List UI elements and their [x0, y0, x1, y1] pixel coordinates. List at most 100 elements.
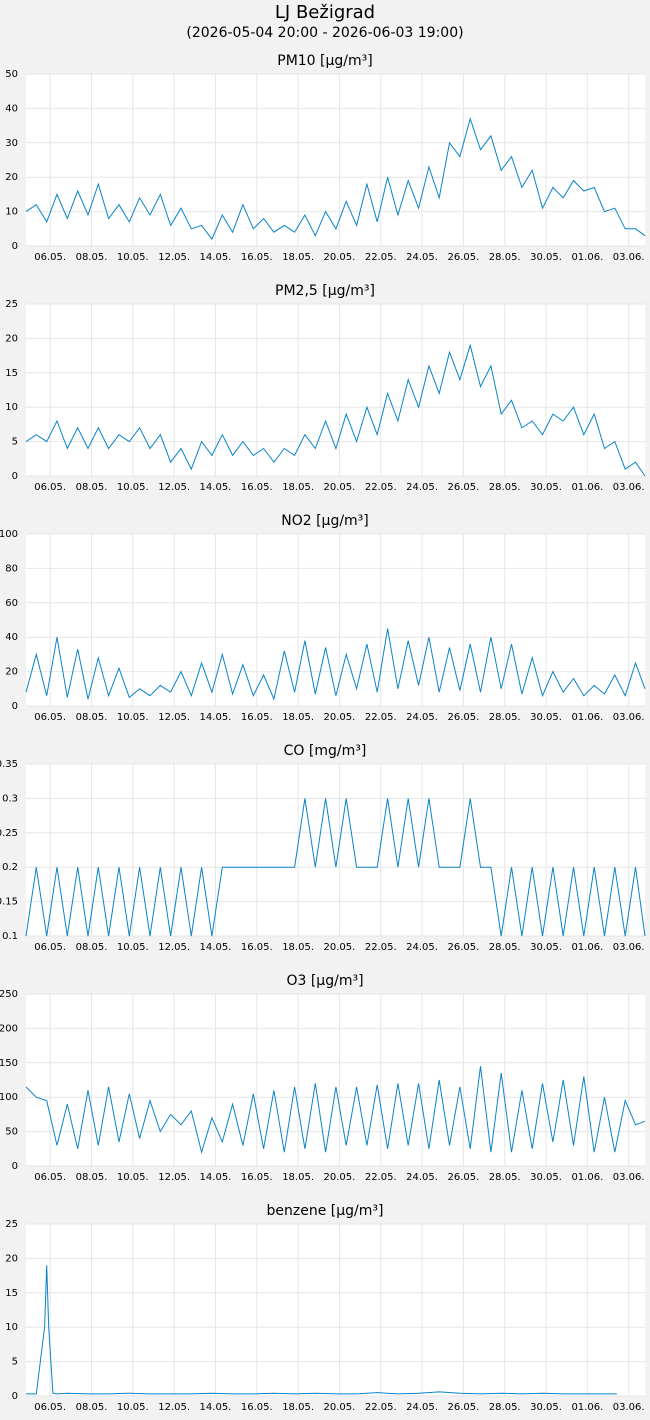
x-tick-label: 08.05. — [76, 942, 108, 953]
y-tick-label: 5 — [12, 437, 18, 448]
x-tick-label: 20.05. — [324, 1172, 356, 1183]
x-tick-label: 10.05. — [117, 252, 149, 263]
x-tick-label: 18.05. — [282, 1402, 314, 1413]
x-tick-label: 30.05. — [530, 1402, 562, 1413]
x-tick-label: 06.05. — [34, 1402, 66, 1413]
x-tick-label: 18.05. — [282, 482, 314, 493]
series-line — [25, 343, 646, 477]
y-tick-label: 10 — [5, 1322, 18, 1333]
y-tick-label: 0.25 — [0, 828, 18, 839]
x-tick-label: 08.05. — [76, 252, 108, 263]
y-tick-label: 50 — [5, 69, 18, 80]
x-tick-label: 20.05. — [324, 942, 356, 953]
x-tick-label: 08.05. — [76, 1402, 108, 1413]
x-tick-label: 16.05. — [241, 712, 273, 723]
x-tick-label: 26.05. — [447, 482, 479, 493]
x-tick-label: 12.05. — [158, 252, 190, 263]
y-tick-label: 5 — [12, 1357, 18, 1368]
x-tick-label: 28.05. — [489, 1172, 521, 1183]
chart-2: NO2 [µg/m³] 0 20 40 60 80 100 06.05. 08.05. 10.05… — [0, 513, 646, 723]
y-tick-label: 50 — [5, 1127, 18, 1138]
chart-title: O3 [µg/m³] — [286, 973, 363, 989]
x-tick-label: 06.05. — [34, 482, 66, 493]
chart-title: CO [mg/m³] — [284, 743, 367, 759]
chart-1: PM2,5 [µg/m³] 0 5 10 15 20 25 06.05. 08.05. 10.05… — [5, 283, 646, 493]
x-tick-label: 03.06. — [613, 1402, 645, 1413]
x-tick-label: 24.05. — [406, 252, 438, 263]
x-tick-label: 14.05. — [200, 1172, 232, 1183]
x-tick-label: 26.05. — [447, 712, 479, 723]
x-tick-label: 18.05. — [282, 712, 314, 723]
plot-area — [26, 764, 645, 936]
chart-0: PM10 [µg/m³] 0 10 20 30 40 50 06.05. 08.05. 10.05… — [5, 53, 646, 263]
y-tick-label: 100 — [0, 529, 18, 540]
x-tick-label: 28.05. — [489, 252, 521, 263]
chart-4: O3 [µg/m³] 0 50 100 150 200 250 06.05. 08.05. 10.… — [0, 973, 646, 1183]
x-tick-label: 22.05. — [365, 942, 397, 953]
x-tick-label: 22.05. — [365, 712, 397, 723]
x-tick-label: 03.06. — [613, 1172, 645, 1183]
x-tick-label: 28.05. — [489, 942, 521, 953]
x-tick-label: 14.05. — [200, 1402, 232, 1413]
x-tick-label: 28.05. — [489, 1402, 521, 1413]
chart-title: PM10 [µg/m³] — [277, 53, 372, 69]
x-tick-label: 22.05. — [365, 252, 397, 263]
y-tick-label: 20 — [5, 1253, 18, 1264]
y-tick-label: 0 — [12, 241, 18, 252]
x-tick-label: 28.05. — [489, 712, 521, 723]
y-tick-label: 0.35 — [0, 759, 18, 770]
plot-area — [26, 304, 645, 476]
x-tick-label: 22.05. — [365, 482, 397, 493]
x-tick-label: 30.05. — [530, 252, 562, 263]
y-tick-label: 0 — [12, 1391, 18, 1402]
y-tick-label: 0.2 — [2, 862, 18, 873]
x-tick-label: 10.05. — [117, 712, 149, 723]
y-tick-label: 15 — [5, 1288, 18, 1299]
y-tick-label: 10 — [5, 207, 18, 218]
x-tick-label: 26.05. — [447, 942, 479, 953]
y-tick-label: 100 — [0, 1092, 18, 1103]
x-tick-label: 20.05. — [324, 252, 356, 263]
x-tick-label: 20.05. — [324, 482, 356, 493]
x-tick-label: 10.05. — [117, 942, 149, 953]
x-tick-label: 08.05. — [76, 712, 108, 723]
x-tick-label: 01.06. — [571, 1402, 603, 1413]
x-tick-label: 22.05. — [365, 1402, 397, 1413]
x-tick-label: 14.05. — [200, 942, 232, 953]
x-tick-label: 12.05. — [158, 482, 190, 493]
x-tick-label: 16.05. — [241, 482, 273, 493]
x-tick-label: 03.06. — [613, 712, 645, 723]
x-tick-label: 14.05. — [200, 712, 232, 723]
series-line — [25, 798, 646, 937]
x-tick-label: 26.05. — [447, 252, 479, 263]
x-tick-label: 06.05. — [34, 252, 66, 263]
x-tick-label: 06.05. — [34, 942, 66, 953]
x-tick-label: 24.05. — [406, 1172, 438, 1183]
series-line — [25, 1066, 646, 1155]
x-tick-label: 06.05. — [34, 712, 66, 723]
series-line — [25, 628, 646, 701]
x-tick-label: 20.05. — [324, 1402, 356, 1413]
chart-title: benzene [µg/m³] — [267, 1203, 384, 1219]
x-tick-label: 22.05. — [365, 1172, 397, 1183]
x-tick-label: 26.05. — [447, 1172, 479, 1183]
page-title: LJ Bežigrad — [274, 2, 376, 23]
x-tick-label: 26.05. — [447, 1402, 479, 1413]
plot-area — [26, 534, 645, 706]
y-tick-label: 40 — [5, 632, 18, 643]
y-tick-label: 30 — [5, 138, 18, 149]
y-tick-label: 80 — [5, 563, 18, 574]
y-tick-label: 60 — [5, 598, 18, 609]
x-tick-label: 30.05. — [530, 712, 562, 723]
x-tick-label: 24.05. — [406, 942, 438, 953]
x-tick-label: 28.05. — [489, 482, 521, 493]
y-tick-label: 15 — [5, 368, 18, 379]
x-tick-label: 10.05. — [117, 1172, 149, 1183]
x-tick-label: 01.06. — [571, 252, 603, 263]
chart-title: PM2,5 [µg/m³] — [275, 283, 375, 299]
date-range: (2026-05-04 20:00 - 2026-06-03 19:00) — [186, 25, 464, 41]
x-tick-label: 01.06. — [571, 482, 603, 493]
y-tick-label: 200 — [0, 1023, 18, 1034]
y-tick-label: 25 — [5, 299, 18, 310]
